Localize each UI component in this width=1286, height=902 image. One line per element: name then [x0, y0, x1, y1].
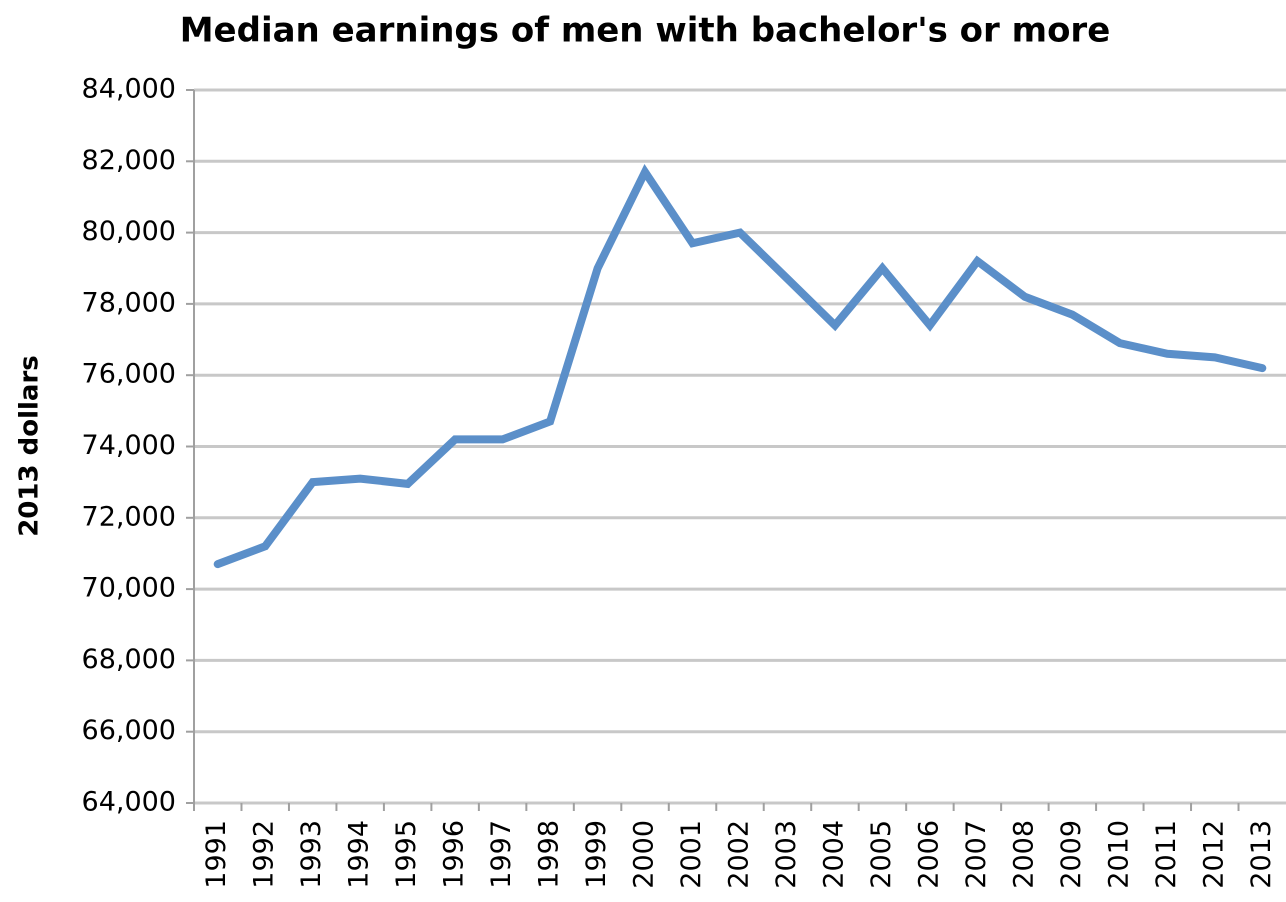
x-tick-label: 1998 [534, 820, 565, 889]
chart-title: Median earnings of men with bachelor's o… [180, 11, 1111, 51]
y-tick-label: 68,000 [82, 644, 176, 675]
x-tick-label: 1997 [486, 820, 517, 889]
x-tick-label: 1994 [344, 820, 375, 889]
y-tick-label: 84,000 [82, 74, 176, 105]
x-tick-label: 1993 [296, 820, 327, 889]
x-tick-label: 2002 [724, 820, 755, 889]
x-tick-label: 2006 [913, 820, 944, 889]
x-tick-label: 2005 [866, 820, 897, 889]
y-tick-label: 82,000 [82, 145, 176, 176]
y-tick-label: 70,000 [82, 573, 176, 604]
y-tick-label: 74,000 [82, 430, 176, 461]
x-tick-label: 2007 [961, 820, 992, 889]
y-tick-label: 78,000 [82, 287, 176, 318]
y-axis-label: 2013 dollars [15, 355, 45, 537]
y-tick-label: 72,000 [82, 501, 176, 532]
x-tick-label: 2010 [1103, 820, 1134, 889]
x-tick-label: 1992 [249, 820, 280, 889]
x-tick-label: 1995 [391, 820, 422, 889]
x-tick-label: 2004 [818, 820, 849, 889]
x-tick-label: 2012 [1198, 820, 1229, 889]
x-tick-label: 2001 [676, 820, 707, 889]
y-tick-label: 76,000 [82, 359, 176, 390]
data-line [213, 164, 1267, 569]
y-tick-label: 64,000 [82, 787, 176, 818]
x-tick-label: 2008 [1008, 820, 1039, 889]
x-tick-label: 2009 [1056, 820, 1087, 889]
x-tick-label: 2000 [629, 820, 660, 889]
x-tick-label: 2013 [1246, 820, 1277, 889]
y-tick-label: 80,000 [82, 216, 176, 247]
x-tick-label: 1999 [581, 820, 612, 889]
y-tick-label: 66,000 [82, 715, 176, 746]
x-tick-label: 2003 [771, 820, 802, 889]
x-tick-label: 1991 [201, 820, 232, 889]
x-tick-label: 2011 [1151, 820, 1182, 889]
x-tick-label: 1996 [439, 820, 470, 889]
